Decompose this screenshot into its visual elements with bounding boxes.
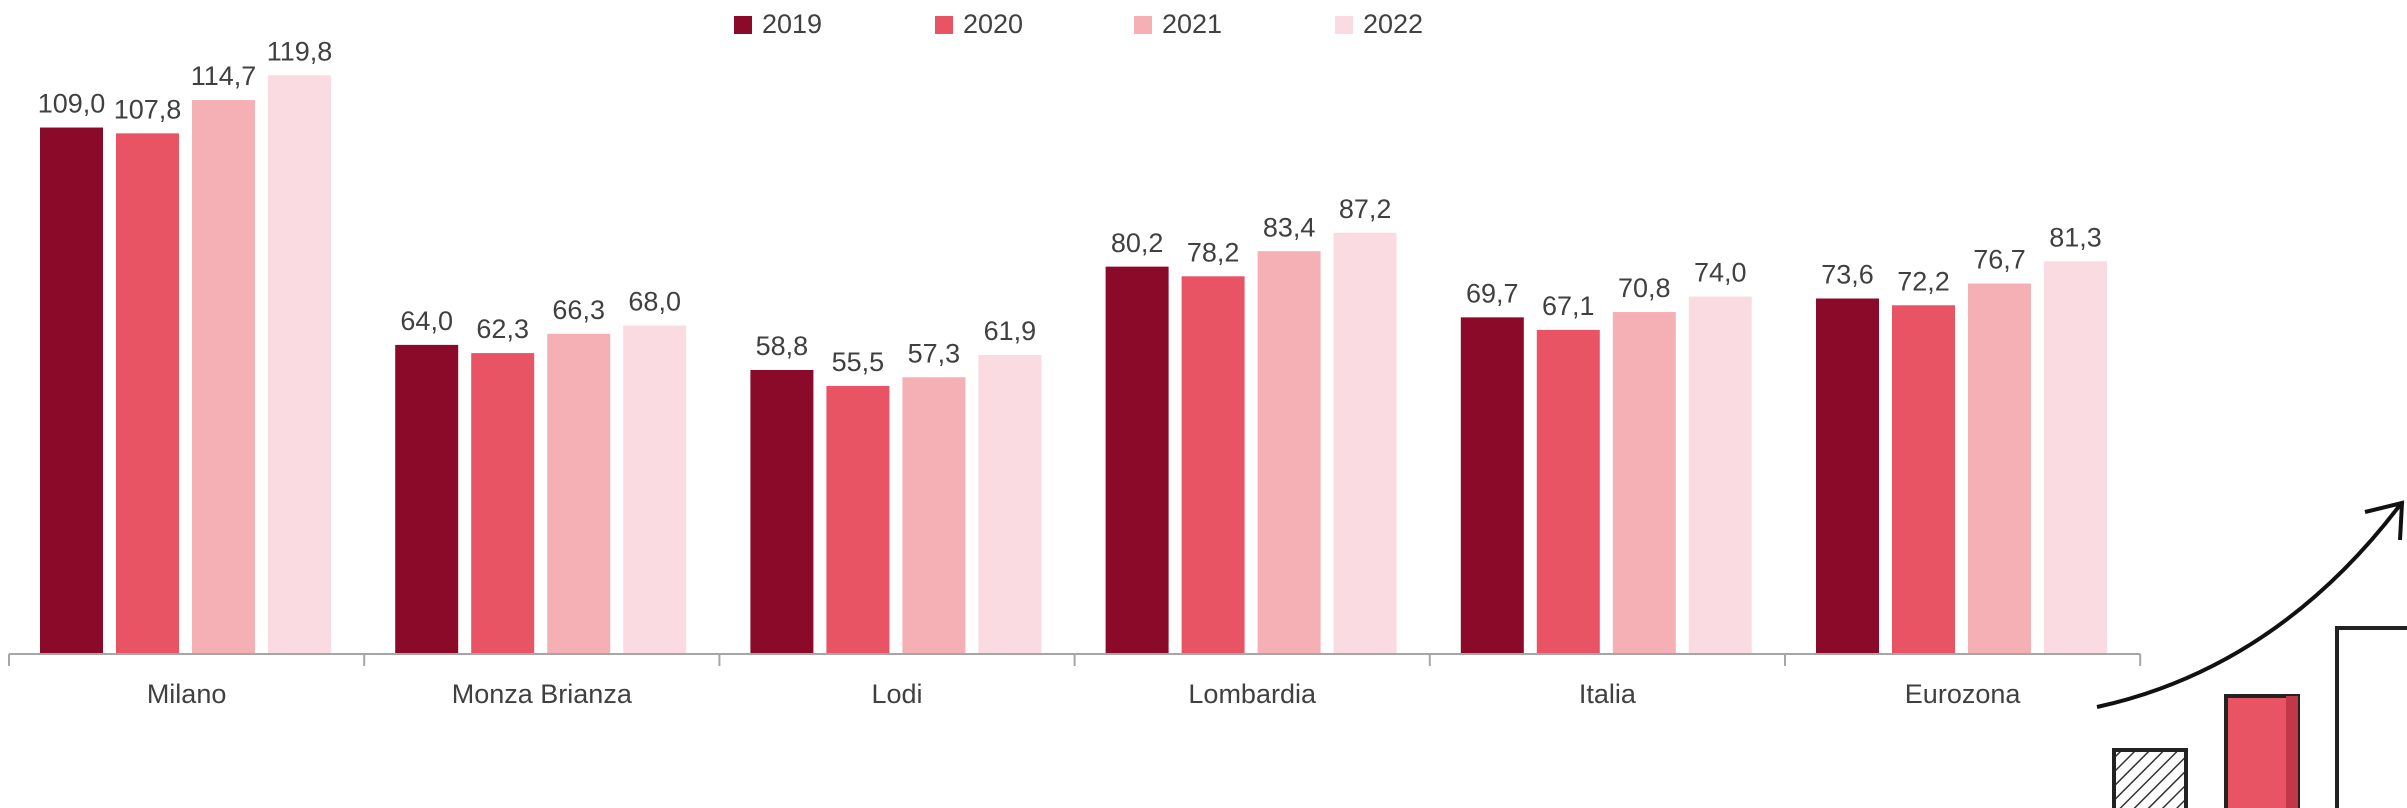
legend-label: 2022 <box>1363 9 1423 39</box>
value-label: 114,7 <box>191 61 257 91</box>
bar <box>623 326 686 654</box>
bar <box>1689 297 1752 654</box>
bar <box>1182 276 1245 654</box>
value-label: 69,7 <box>1466 278 1519 308</box>
legend-label: 2021 <box>1162 9 1222 39</box>
value-label: 83,4 <box>1263 212 1316 242</box>
value-label: 64,0 <box>400 306 453 336</box>
bar <box>547 334 610 654</box>
bar <box>1258 251 1321 654</box>
bar <box>1461 317 1524 654</box>
legend-swatch <box>734 16 752 34</box>
bar <box>1816 299 1879 654</box>
value-label: 109,0 <box>38 89 106 119</box>
value-label: 57,3 <box>908 338 961 368</box>
bar <box>750 370 813 654</box>
value-label: 66,3 <box>552 295 605 325</box>
bar <box>1106 267 1169 654</box>
value-label: 62,3 <box>476 314 529 344</box>
value-label: 68,0 <box>628 287 681 317</box>
bar <box>826 386 889 654</box>
value-label: 87,2 <box>1339 194 1392 224</box>
icon-box-shade <box>2286 696 2298 808</box>
bar <box>1334 233 1397 654</box>
value-label: 58,8 <box>756 331 809 361</box>
icon-box-small <box>2114 750 2186 808</box>
bar <box>192 100 255 654</box>
x-tick-label: Milano <box>147 679 227 709</box>
value-label: 61,9 <box>984 316 1037 346</box>
icon-box-large <box>2337 628 2407 808</box>
bar <box>40 128 103 654</box>
value-label: 81,3 <box>2049 222 2102 252</box>
legend-swatch <box>1335 16 1353 34</box>
value-label: 119,8 <box>267 36 333 66</box>
value-label: 70,8 <box>1618 273 1671 303</box>
value-label: 55,5 <box>832 347 885 377</box>
bar <box>978 355 1041 654</box>
value-label: 67,1 <box>1542 291 1595 321</box>
bar <box>1537 330 1600 654</box>
x-tick-label: Eurozona <box>1905 679 2022 709</box>
bar <box>471 353 534 654</box>
legend-swatch <box>1134 16 1152 34</box>
bar <box>395 345 458 654</box>
legend-swatch <box>935 16 953 34</box>
decoration-icon <box>2097 503 2407 808</box>
bar <box>1613 312 1676 654</box>
chart: 2019 2020 2021 2022 109,0 107,8 114,7 119,8 Mila… <box>0 0 2407 808</box>
legend-label: 2020 <box>963 9 1023 39</box>
bar <box>268 75 331 654</box>
value-label: 107,8 <box>114 94 182 124</box>
bar <box>1968 284 2031 654</box>
x-tick-label: Monza Brianza <box>452 679 633 709</box>
x-tick-label: Lombardia <box>1188 679 1317 709</box>
bar <box>902 377 965 654</box>
bar <box>2044 261 2107 654</box>
bar <box>116 133 179 654</box>
bar <box>1892 305 1955 654</box>
x-tick-label: Italia <box>1579 679 1637 709</box>
value-label: 80,2 <box>1111 228 1164 258</box>
value-label: 73,6 <box>1821 260 1874 290</box>
value-label: 76,7 <box>1973 245 2026 275</box>
value-label: 78,2 <box>1187 237 1240 267</box>
value-label: 74,0 <box>1694 258 1747 288</box>
value-label: 72,2 <box>1897 266 1950 296</box>
legend-label: 2019 <box>762 9 822 39</box>
page: {"chart_data": { "type": "bar", "categor… <box>0 0 2407 808</box>
x-tick-label: Lodi <box>871 679 922 709</box>
